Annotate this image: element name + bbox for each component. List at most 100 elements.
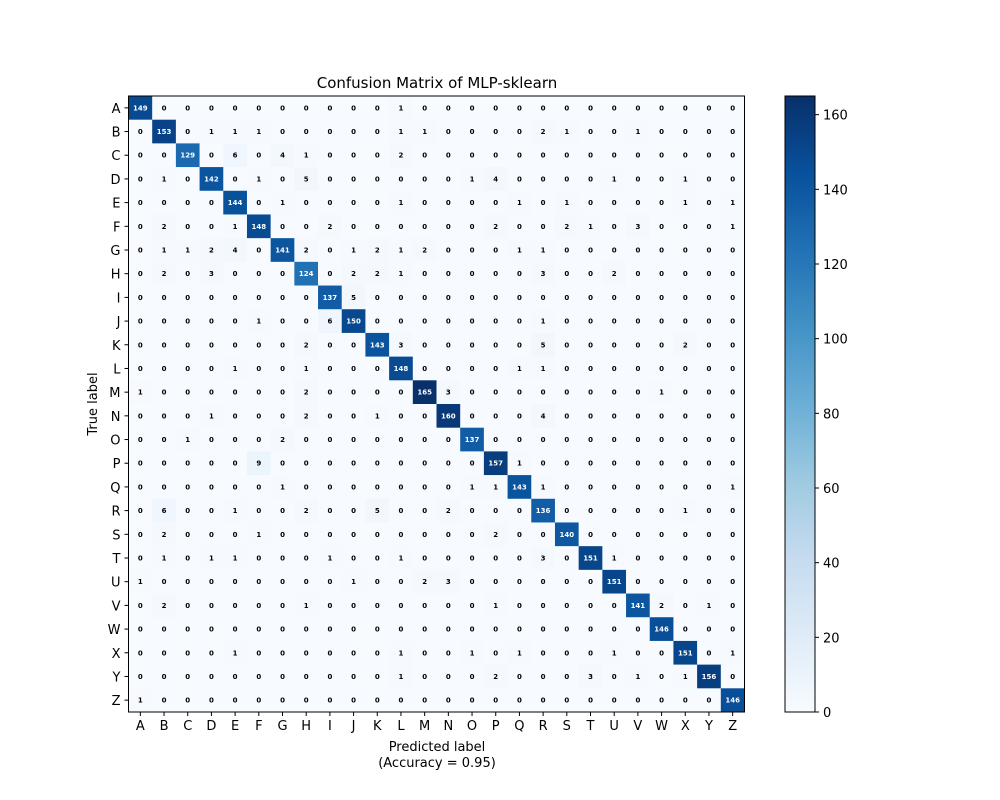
heatmap-cell: [697, 475, 722, 500]
heatmap-cell: [152, 664, 177, 689]
heatmap-cell: [554, 498, 579, 523]
cell-value-label: 0: [185, 578, 190, 586]
cell-value-label: 0: [541, 649, 546, 657]
cell-value-label: 0: [422, 697, 427, 705]
cell-value-label: 1: [564, 199, 569, 207]
cell-value-label: 0: [517, 555, 522, 563]
cell-value-label: 0: [256, 270, 261, 278]
cell-value-label: 0: [470, 365, 475, 373]
heatmap-cell: [649, 569, 674, 594]
heatmap-cell: [720, 332, 745, 357]
cell-value-label: 0: [683, 483, 688, 491]
heatmap-cell: [436, 593, 461, 618]
y-tick-label: M: [109, 386, 120, 401]
heatmap-cell: [294, 285, 319, 310]
heatmap-cell: [152, 356, 177, 381]
heatmap-cell: [507, 593, 532, 618]
cell-value-label: 0: [707, 318, 712, 326]
cell-value-label: 0: [375, 104, 380, 112]
cell-value-label: 0: [659, 318, 664, 326]
cell-value-label: 1: [730, 223, 735, 231]
x-tick-label: H: [301, 719, 311, 734]
heatmap-cell: [294, 96, 319, 120]
heatmap-cell: [483, 569, 508, 594]
heatmap-cell: [389, 190, 414, 215]
cell-value-label: 0: [635, 436, 640, 444]
heatmap-cell: [365, 569, 390, 594]
heatmap-cell: [436, 261, 461, 286]
colorbar-tick-label: 120: [823, 258, 848, 273]
heatmap-cell: [341, 119, 366, 144]
cell-value-label: 0: [185, 294, 190, 302]
heatmap-cell: [223, 285, 248, 310]
heatmap-cell: [365, 475, 390, 500]
cell-value-label: 0: [375, 602, 380, 610]
cell-value-label: 0: [399, 460, 404, 468]
cell-value-label: 0: [517, 412, 522, 420]
cell-value-label: 0: [541, 602, 546, 610]
cell-value-label: 0: [256, 673, 261, 681]
heatmap-cell: [554, 167, 579, 192]
heatmap-cell: [626, 214, 651, 239]
heatmap-cell: [626, 498, 651, 523]
cell-value-label: 0: [327, 175, 332, 183]
heatmap-cell: [341, 688, 366, 713]
heatmap-cell: [602, 261, 627, 286]
heatmap-cell: [389, 640, 414, 665]
cell-value-label: 2: [280, 436, 285, 444]
heatmap-cell: [578, 190, 603, 215]
cell-value-label: 0: [564, 389, 569, 397]
cell-value-label: 0: [209, 578, 214, 586]
cell-value-label: 144: [228, 199, 243, 207]
heatmap-cell: [128, 167, 153, 192]
heatmap-cell: [649, 688, 674, 713]
heatmap-cell: [318, 498, 343, 523]
cell-value-label: 0: [493, 578, 498, 586]
cell-value-label: 0: [162, 365, 167, 373]
heatmap-cell: [649, 522, 674, 547]
heatmap-cell: [602, 617, 627, 642]
cell-value-label: 4: [280, 152, 285, 160]
heatmap-cell: [199, 475, 224, 500]
cell-value-label: 0: [493, 104, 498, 112]
cell-value-label: 0: [280, 673, 285, 681]
heatmap-cell: [483, 380, 508, 405]
heatmap-cell: [673, 498, 698, 523]
cell-value-label: 0: [422, 318, 427, 326]
colorbar-tick-label: 60: [823, 482, 840, 497]
heatmap-cell: [270, 593, 295, 618]
heatmap-cell: [270, 546, 295, 571]
cell-value-label: 1: [399, 673, 404, 681]
heatmap-cell: [649, 238, 674, 263]
heatmap-cell: [389, 688, 414, 713]
heatmap-cell: [649, 143, 674, 168]
heatmap-cell: [673, 309, 698, 334]
heatmap-cell: [626, 617, 651, 642]
cell-value-label: 0: [209, 697, 214, 705]
cell-value-label: 0: [493, 270, 498, 278]
cell-value-label: 0: [564, 602, 569, 610]
cell-value-label: 0: [707, 483, 712, 491]
heatmap-cell: [507, 451, 532, 476]
heatmap-cell: [318, 167, 343, 192]
cell-value-label: 0: [304, 697, 309, 705]
heatmap-cell: [318, 451, 343, 476]
heatmap-cell: [318, 688, 343, 713]
heatmap-cell: [673, 238, 698, 263]
heatmap-cell: [412, 404, 437, 428]
cell-value-label: 0: [730, 341, 735, 349]
heatmap-cell: [294, 427, 319, 452]
heatmap-cell: [270, 285, 295, 310]
cell-value-label: 1: [399, 247, 404, 255]
heatmap-cell: [128, 309, 153, 334]
cell-value-label: 0: [256, 578, 261, 586]
heatmap-cell: [649, 380, 674, 405]
heatmap-cell: [436, 238, 461, 263]
cell-value-label: 0: [730, 555, 735, 563]
heatmap-cell: [436, 332, 461, 357]
heatmap-cell: [341, 569, 366, 594]
heatmap-cell: [199, 380, 224, 405]
heatmap-cell: [720, 261, 745, 286]
cell-value-label: 0: [470, 294, 475, 302]
heatmap-cell: [152, 238, 177, 263]
